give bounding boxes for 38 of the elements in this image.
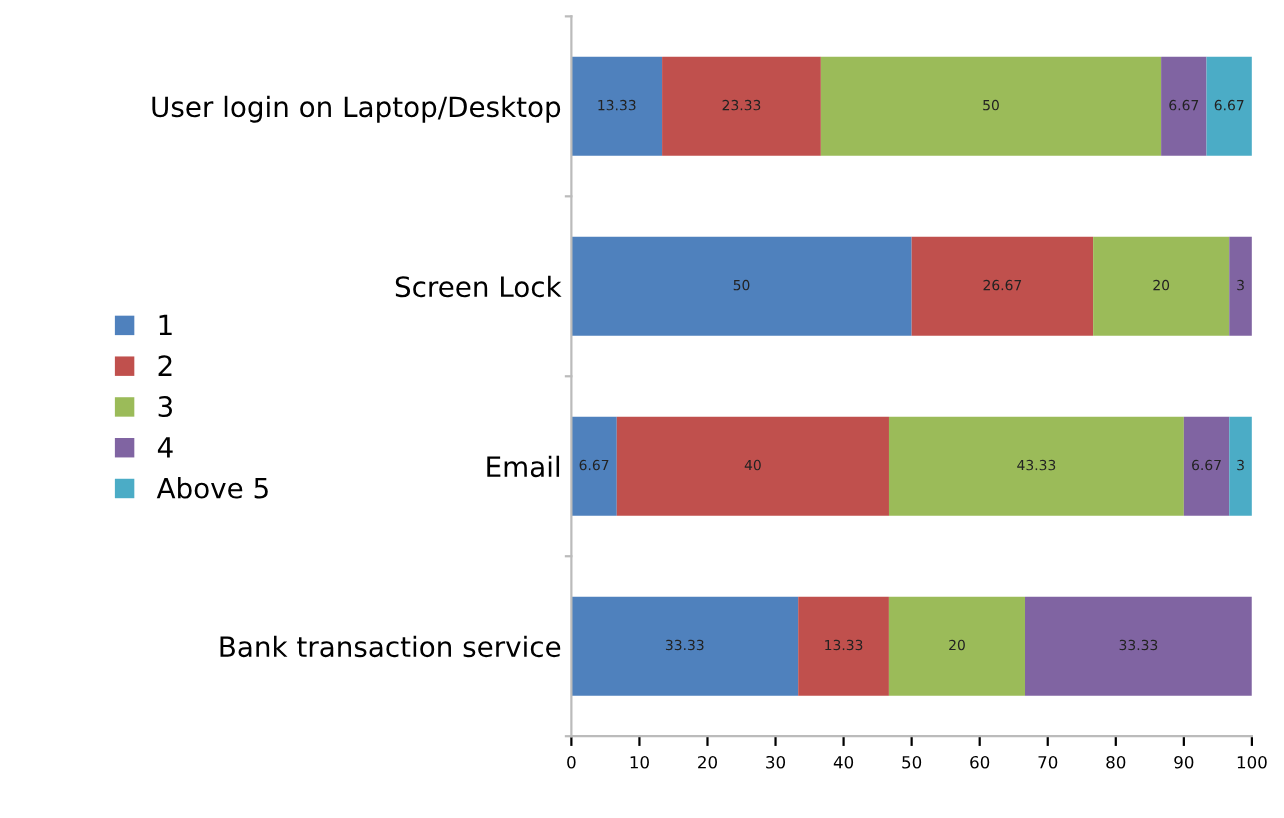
bar — [1183, 416, 1230, 516]
bar — [571, 416, 617, 516]
bar — [571, 596, 799, 696]
legend-label: 1 — [159, 314, 172, 336]
bar — [1206, 56, 1252, 156]
legend-label: 2 — [158, 355, 172, 376]
x-tick-label: 0 — [567, 755, 576, 769]
legend-label: 3 — [158, 396, 172, 418]
bar — [820, 56, 1162, 156]
y-tick-label: Bank transaction service — [220, 635, 561, 658]
bar — [888, 596, 1026, 696]
bar — [1025, 596, 1252, 696]
x-tick-label: 90 — [1174, 755, 1194, 769]
y-tick-label: Email — [487, 455, 560, 478]
bar — [1229, 236, 1252, 336]
x-tick-label: 30 — [766, 755, 786, 769]
bar — [571, 236, 912, 336]
x-tick-label: 10 — [630, 755, 649, 769]
x-tick-label: 40 — [833, 755, 854, 769]
legend-label: 4 — [157, 437, 173, 458]
y-tick-label: User login on Laptop/Desktop — [152, 95, 561, 123]
bar — [911, 236, 1094, 336]
x-tick-label: 50 — [902, 755, 922, 769]
x-tick-label: 100 — [1237, 755, 1267, 769]
x-tick-label: 60 — [970, 755, 990, 769]
bar — [1161, 56, 1207, 156]
bar — [798, 596, 889, 696]
legend-label: Above 5 — [156, 477, 268, 499]
x-tick-label: 80 — [1106, 755, 1126, 769]
x-tick-label: 70 — [1038, 755, 1058, 769]
y-tick-label: Screen Lock — [395, 275, 562, 298]
bar — [888, 416, 1184, 516]
bar — [662, 56, 821, 156]
bar — [571, 56, 663, 156]
bar — [616, 416, 889, 516]
bar — [1229, 416, 1252, 516]
bar — [1093, 236, 1230, 336]
x-tick-label: 20 — [698, 755, 717, 769]
